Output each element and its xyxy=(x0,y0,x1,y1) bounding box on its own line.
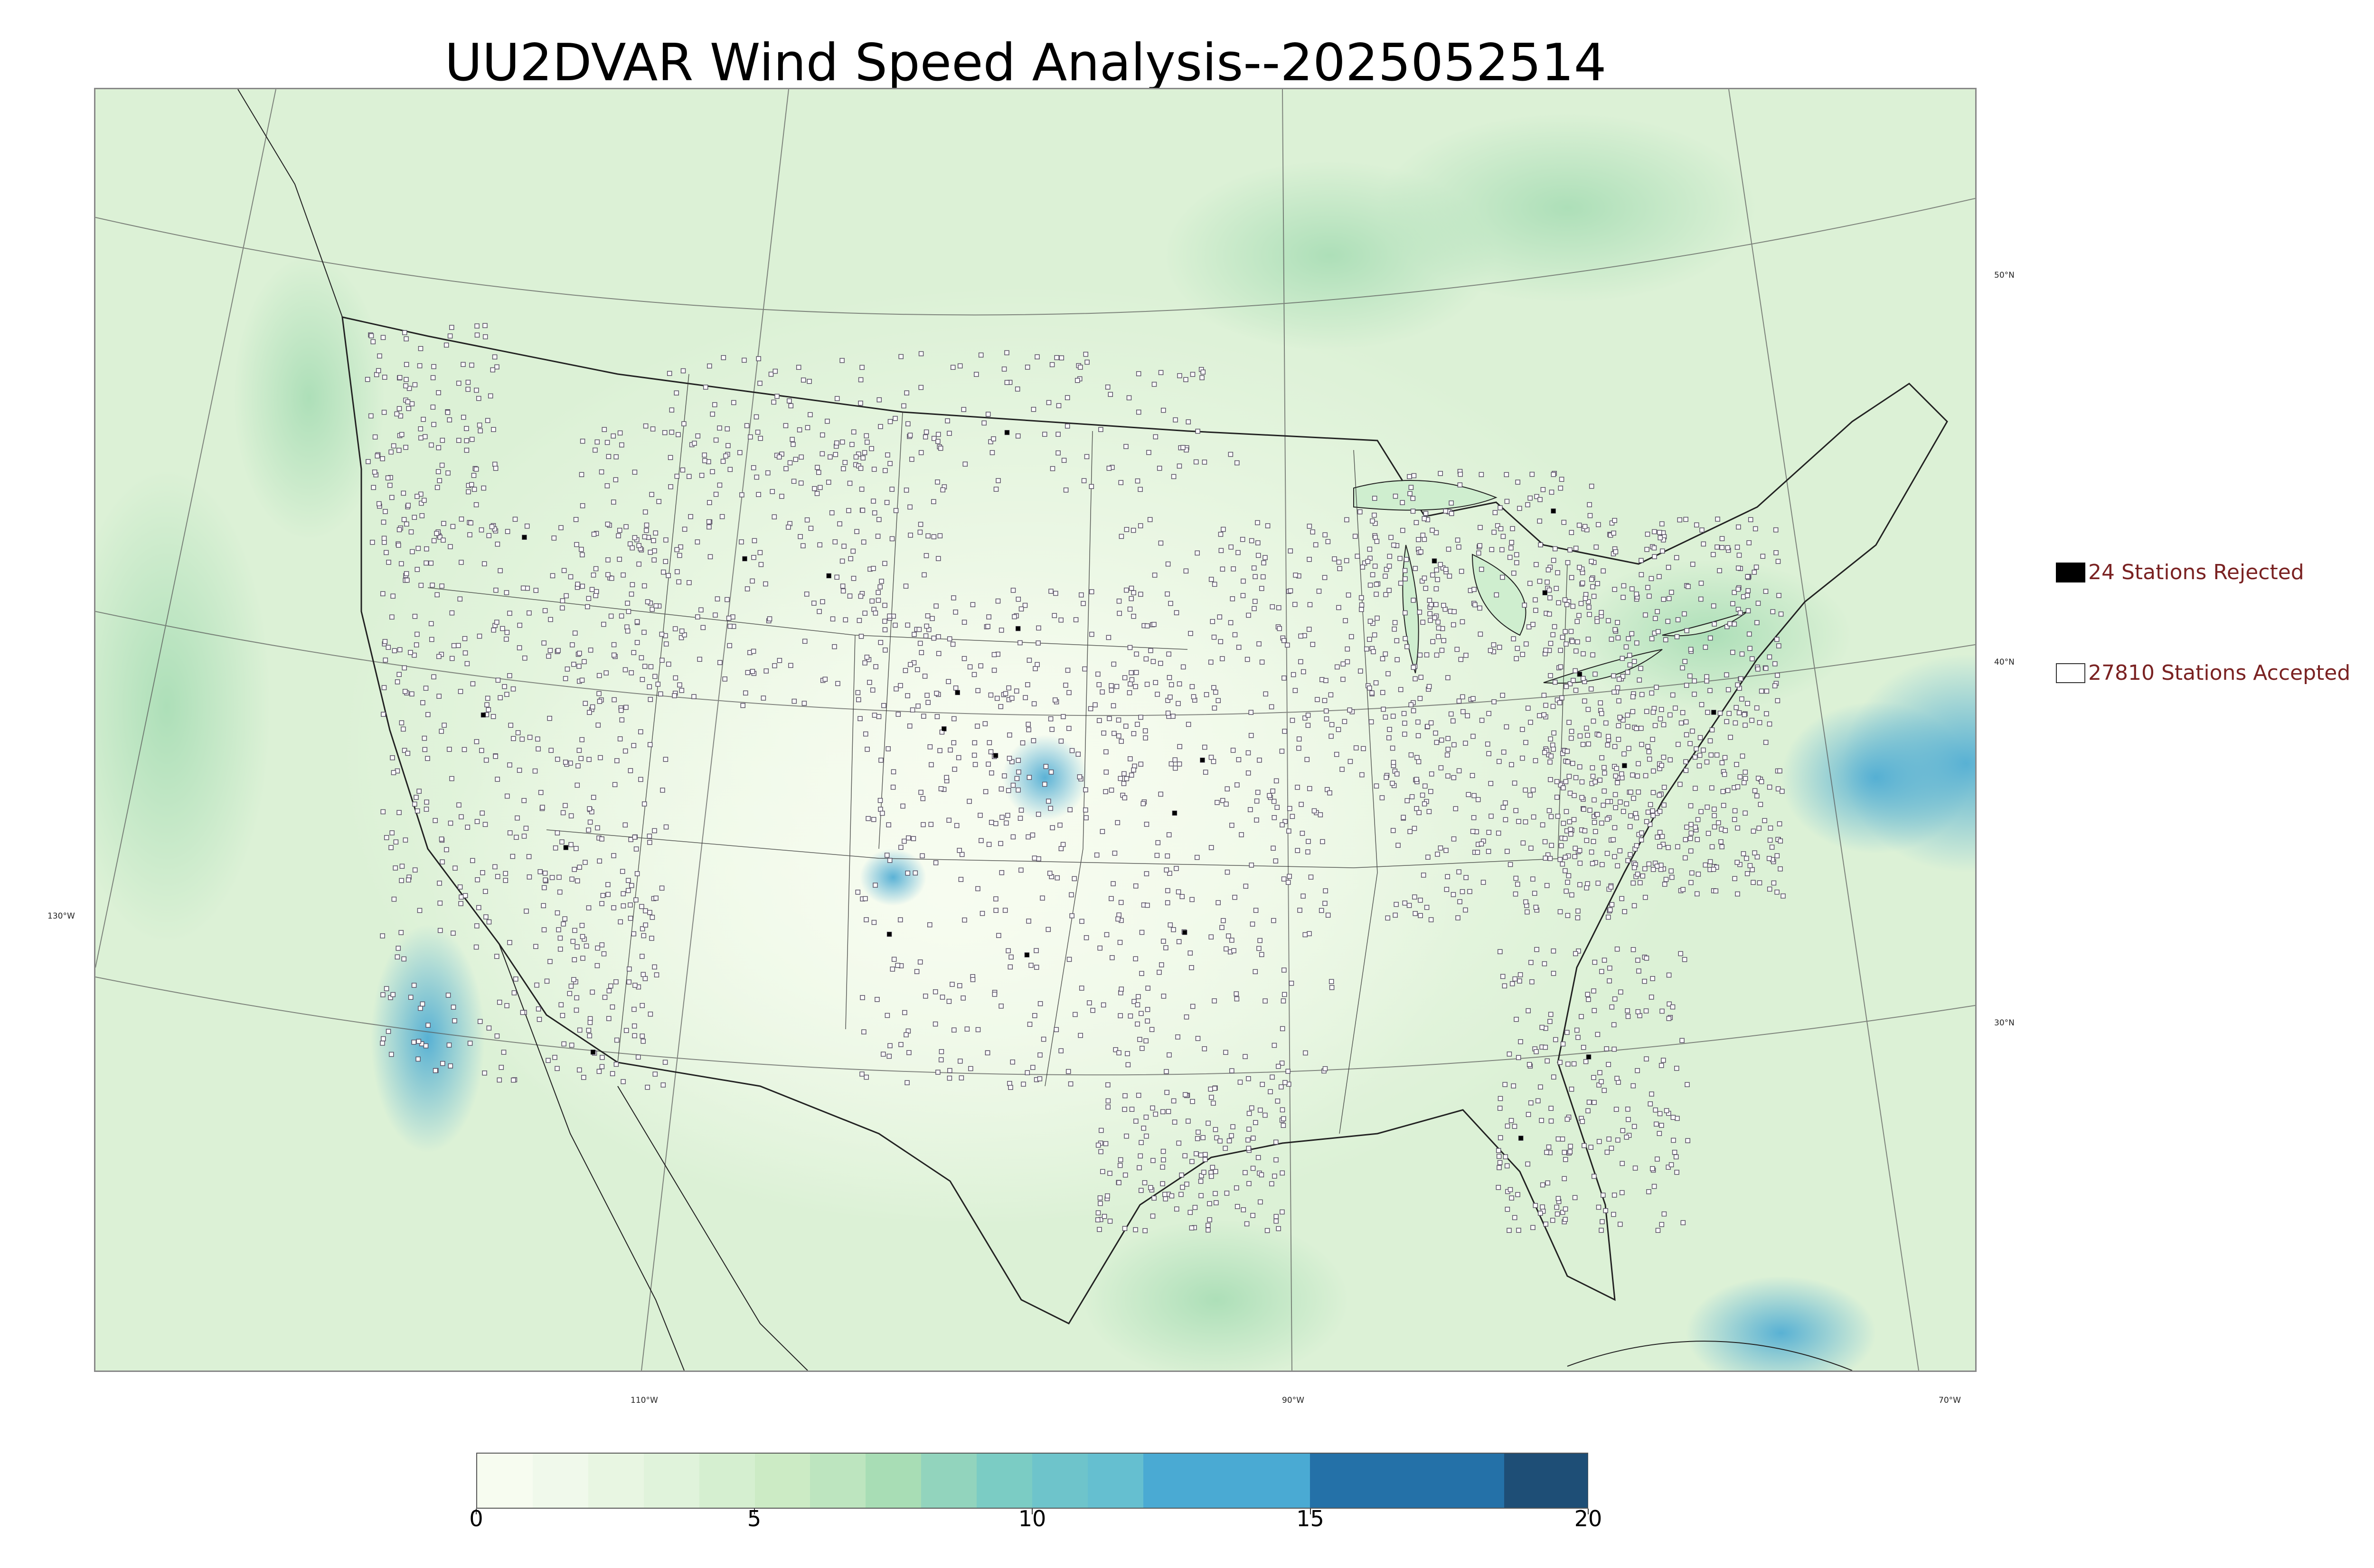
lat-label-40n: 40°N xyxy=(1994,657,2015,667)
great-lakes xyxy=(1353,480,1748,684)
colorbar-bin xyxy=(1309,1454,1505,1508)
colorbar-bin xyxy=(754,1454,811,1508)
colorbar-tickmark xyxy=(1588,1509,1589,1514)
legend-rejected: 24 Stations Rejected xyxy=(2056,560,2304,584)
colorbar-tickmark xyxy=(1032,1509,1033,1514)
colorbar-bin xyxy=(1143,1454,1310,1508)
colorbar-bin xyxy=(532,1454,589,1508)
legend-rejected-label: 24 Stations Rejected xyxy=(2088,560,2304,584)
colorbar xyxy=(476,1453,1588,1509)
conus-outline xyxy=(341,316,1948,1324)
colorbar-tick-label: 10 xyxy=(1018,1506,1046,1531)
pacific-coast-wind xyxy=(371,925,485,1153)
colorbar-bin xyxy=(977,1454,1033,1508)
legend-accepted: 27810 Stations Accepted xyxy=(2056,661,2350,685)
rejected-station-marker-icon xyxy=(2056,562,2085,582)
colorbar-bin xyxy=(921,1454,978,1508)
lon-label-130w: 130°W xyxy=(47,911,75,921)
station-markers xyxy=(365,323,1786,1233)
colorbar-tick-label: 15 xyxy=(1296,1506,1324,1531)
colorbar-bin xyxy=(1087,1454,1144,1508)
chart-title: UU2DVAR Wind Speed Analysis--2025052514 xyxy=(444,33,1607,93)
colorbar-bin xyxy=(810,1454,867,1508)
colorbar-tickmark xyxy=(754,1509,755,1514)
lat-label-30n: 30°N xyxy=(1994,1018,2015,1028)
colorbar-bin xyxy=(1032,1454,1088,1508)
colorbar-bin xyxy=(699,1454,755,1508)
colorbar-bin xyxy=(477,1454,533,1508)
colorbar-bin xyxy=(866,1454,922,1508)
wind-speed-map xyxy=(94,88,1977,1372)
map-canvas xyxy=(95,89,1975,1371)
legend-accepted-label: 27810 Stations Accepted xyxy=(2088,661,2351,685)
kansas-wind-max xyxy=(1002,735,1088,820)
colorbar-bin xyxy=(643,1454,700,1508)
colorbar-tick-label: 5 xyxy=(747,1506,762,1531)
lon-label-110w: 110°W xyxy=(631,1396,658,1405)
lon-label-70w: 70°W xyxy=(1939,1396,1961,1405)
colorbar-tickmark xyxy=(476,1509,477,1514)
colorbar-bin xyxy=(1504,1454,1588,1508)
state-borders xyxy=(427,374,1568,1134)
lat-label-50n: 50°N xyxy=(1994,271,2015,280)
colorbar-bin xyxy=(588,1454,644,1508)
graticule xyxy=(95,89,1975,1371)
colorbar-tick-label: 20 xyxy=(1574,1506,1602,1531)
accepted-station-marker-icon xyxy=(2056,663,2085,683)
lon-label-90w: 90°W xyxy=(1282,1396,1304,1405)
colorbar-tickmark xyxy=(1309,1509,1311,1514)
colorbar-tick-label: 0 xyxy=(469,1506,483,1531)
